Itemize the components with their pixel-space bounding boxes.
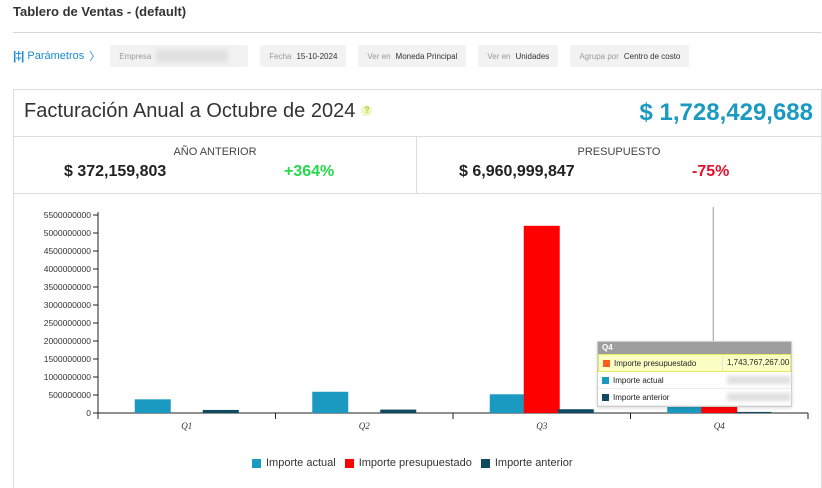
y-tick-label: 3000000000 <box>44 300 92 310</box>
filter-label: Ver en <box>367 51 391 61</box>
previous-year-pct: +364% <box>284 163 335 180</box>
empresa-value-redacted <box>156 50 229 62</box>
legend-swatch <box>344 458 354 468</box>
y-tick-label: 2000000000 <box>44 336 92 346</box>
filter-label: Agrupa por <box>579 51 619 61</box>
sliders-icon: |‡| <box>13 49 24 63</box>
budget-pct: -75% <box>692 163 730 180</box>
x-tick-label: Q2 <box>359 421 370 431</box>
tooltip-row: Importe actual <box>598 372 791 389</box>
chevron-right-icon: 〉 <box>89 51 101 63</box>
filter-toolbar: |‡| Parámetros 〉 Empresa Fecha 15-10-202… <box>13 44 701 68</box>
chart-legend: Importe actual Importe presupuestado Imp… <box>252 457 582 469</box>
filter-value: Unidades <box>515 51 550 61</box>
tooltip-row: Importe anterior <box>598 389 791 406</box>
filter-value: 15-10-2024 <box>296 51 338 61</box>
bar-2-Q1 <box>202 409 239 413</box>
tooltip-row: Importe presupuestado 1,743,767,267.00 <box>598 354 791 372</box>
tooltip-row-name: Importe actual <box>613 375 664 385</box>
filter-value: Centro de costo <box>623 51 681 61</box>
legend-item-actual[interactable]: Importe actual <box>252 457 336 469</box>
y-tick-label: 4000000000 <box>44 264 92 274</box>
bar-1-Q3 <box>523 225 560 413</box>
legend-item-budget[interactable]: Importe presupuestado <box>344 457 472 469</box>
filter-agrupa[interactable]: Agrupa por Centro de costo <box>570 45 690 67</box>
filter-label: Empresa <box>119 51 152 61</box>
x-tick-label: Q3 <box>536 421 547 431</box>
tooltip-value-redacted <box>727 393 791 401</box>
bar-2-Q3 <box>557 409 594 413</box>
previous-year-panel: AÑO ANTERIOR $ 372,159,803 +364% <box>14 137 417 194</box>
y-tick-label: 500000000 <box>48 390 91 400</box>
y-tick-label: 1000000000 <box>44 372 92 382</box>
sales-card: Facturación Anual a Octubre de 2024? $ 1… <box>13 89 822 488</box>
budget-panel: PRESUPUESTO $ 6,960,999,847 -75% <box>417 137 821 194</box>
filter-fecha[interactable]: Fecha 15-10-2024 <box>260 45 347 67</box>
bar-2-Q2 <box>380 409 417 413</box>
bar-0-Q4 <box>667 404 704 413</box>
tooltip-row-name: Importe presupuestado <box>614 358 697 368</box>
parameters-link[interactable]: |‡| Parámetros 〉 <box>13 48 100 64</box>
legend-item-previous[interactable]: Importe anterior <box>480 457 573 469</box>
previous-swatch <box>602 393 609 401</box>
y-tick-label: 1500000000 <box>44 354 92 364</box>
legend-label: Importe actual <box>266 457 336 469</box>
filter-label: Fecha <box>269 51 292 61</box>
tooltip-value-redacted <box>727 376 791 384</box>
bar-0-Q2 <box>312 391 349 413</box>
actual-swatch <box>602 376 609 384</box>
y-tick-label: 4500000000 <box>44 246 92 256</box>
filter-value: Moneda Principal <box>395 51 458 61</box>
legend-swatch <box>252 458 261 468</box>
title-divider <box>13 32 821 33</box>
budget-value: $ 6,960,999,847 <box>459 163 575 180</box>
tooltip-row-name: Importe anterior <box>613 392 670 402</box>
help-icon[interactable]: ? <box>361 105 373 116</box>
total-amount: $ 1,728,429,688 <box>639 99 814 126</box>
tooltip-title: Q4 <box>598 342 791 354</box>
y-tick-label: 0 <box>86 408 91 418</box>
filter-unidades[interactable]: Ver en Unidades <box>478 45 559 67</box>
y-tick-label: 5500000000 <box>44 210 92 220</box>
x-tick-label: Q1 <box>181 421 192 431</box>
previous-year-value: $ 372,159,803 <box>64 163 167 180</box>
page-title: Tablero de Ventas - (default) <box>13 4 187 19</box>
bar-0-Q3 <box>489 394 526 413</box>
parameters-label: Parámetros <box>27 50 85 62</box>
previous-year-label: AÑO ANTERIOR <box>173 146 257 158</box>
legend-label: Importe anterior <box>494 457 573 469</box>
filter-empresa[interactable]: Empresa <box>110 45 249 67</box>
y-tick-label: 3500000000 <box>44 282 92 292</box>
bar-0-Q1 <box>134 399 171 413</box>
legend-swatch <box>480 458 490 468</box>
y-tick-label: 5000000000 <box>44 228 92 238</box>
card-header: Facturación Anual a Octubre de 2024? $ 1… <box>14 90 821 137</box>
y-tick-label: 2500000000 <box>44 318 92 328</box>
card-title: Facturación Anual a Octubre de 2024? <box>24 100 373 123</box>
chart-tooltip: Q4 Importe presupuestado 1,743,767,267.0… <box>597 341 792 407</box>
budget-swatch <box>603 359 610 367</box>
budget-label: PRESUPUESTO <box>577 146 661 158</box>
bar-2-Q4 <box>735 411 772 413</box>
x-tick-label: Q4 <box>714 421 725 431</box>
filter-label: Ver en <box>487 51 511 61</box>
card-title-text: Facturación Anual a Octubre de 2024 <box>24 100 356 122</box>
tooltip-row-value: 1,743,767,267.00 <box>722 355 789 371</box>
filter-moneda[interactable]: Ver en Moneda Principal <box>358 45 467 67</box>
legend-label: Importe presupuestado <box>358 457 472 469</box>
